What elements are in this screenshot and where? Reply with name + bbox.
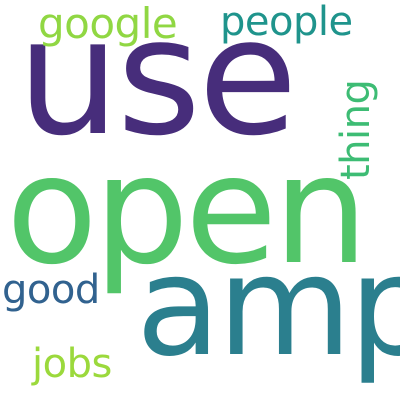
word-google: google (38, 0, 178, 48)
word-thing: thing (333, 79, 379, 180)
word-good: good (2, 267, 100, 313)
word-use: use (17, 0, 298, 172)
word-amp: amp (136, 226, 400, 387)
word-jobs: jobs (32, 341, 112, 387)
word-open: open (6, 124, 368, 298)
word-people: people (220, 0, 353, 45)
